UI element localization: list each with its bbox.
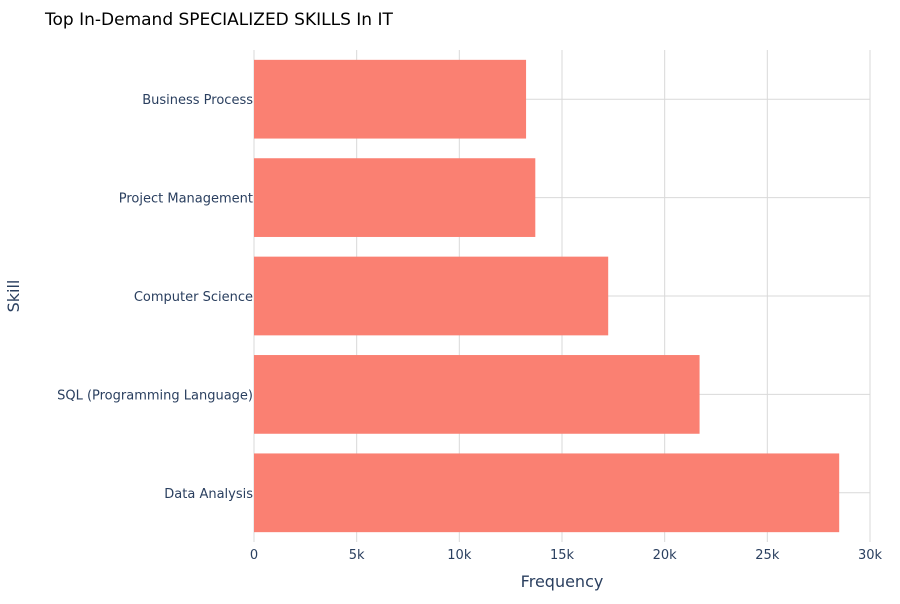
y-axis-title: Skill [4, 280, 23, 313]
bar-layer [254, 59, 840, 533]
bar[interactable] [254, 158, 536, 237]
bar[interactable] [254, 355, 700, 434]
x-tick-label: 30k [858, 548, 883, 563]
y-tick-label: Data Analysis [164, 487, 253, 502]
y-tick-labels: Data Analysis SQL (Programming Language) C… [57, 93, 253, 502]
x-tick-label: 20k [653, 548, 678, 563]
x-tick-label: 0 [250, 548, 258, 563]
y-tick-label: Project Management [119, 192, 253, 207]
x-tick-labels: 0 5k 10k 15k 20k 25k 30k [250, 548, 883, 563]
x-tick-label: 10k [447, 548, 472, 563]
y-tick-label: Computer Science [134, 290, 253, 305]
bar[interactable] [254, 453, 840, 533]
x-tick-label: 25k [755, 548, 780, 563]
x-tick-label: 15k [550, 548, 575, 563]
chart-title: Top In-Demand SPECIALIZED SKILLS In IT [44, 10, 393, 30]
y-tick-label: Business Process [142, 93, 253, 108]
bar[interactable] [254, 59, 527, 139]
y-tick-label: SQL (Programming Language) [57, 388, 253, 403]
x-axis-title: Frequency [521, 572, 604, 591]
bar[interactable] [254, 256, 609, 336]
x-tick-label: 5k [349, 548, 365, 563]
